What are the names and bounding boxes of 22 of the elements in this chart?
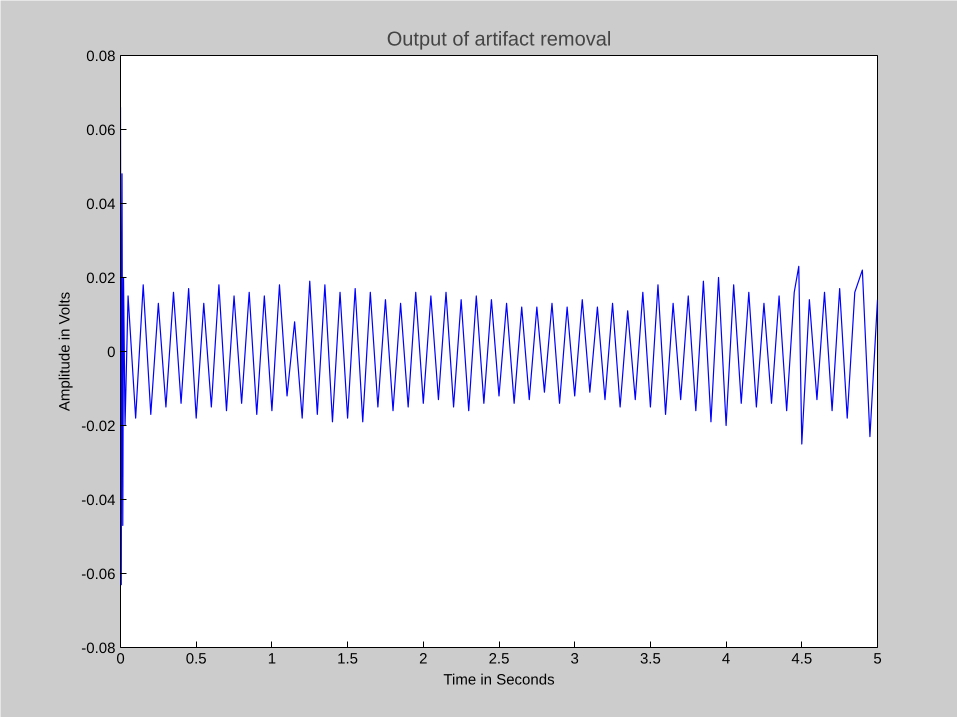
y-axis-title: Amplitude in Volts [56, 292, 74, 412]
x-tick-label: 2.5 [488, 650, 510, 668]
y-tick-label: -0.08 [81, 640, 116, 657]
x-tick-label: 3.5 [640, 650, 661, 668]
y-tick-label: -0.02 [81, 418, 116, 435]
x-tick-label: 3 [570, 650, 579, 668]
x-tick-label: 1 [268, 650, 276, 668]
x-tick-label: 5 [873, 650, 882, 668]
y-tick-label: 0 [107, 344, 116, 361]
y-tick-label: -0.04 [81, 492, 116, 509]
y-tick-label: 0.08 [86, 48, 116, 65]
x-tick-label: 4.5 [791, 650, 812, 668]
x-tick-label: 4 [722, 650, 730, 668]
y-tick-label: -0.06 [81, 566, 116, 583]
chart-title: Output of artifact removal [386, 28, 612, 50]
y-tick-label: 0.02 [86, 270, 116, 287]
x-tick-label: 2 [419, 650, 428, 668]
y-tick-label: 0.04 [86, 196, 116, 213]
x-tick-label: 0.5 [186, 650, 207, 668]
x-tick-label: 1.5 [337, 650, 358, 668]
x-axis-title: Time in Seconds [443, 672, 555, 688]
y-tick-label: 0.06 [86, 122, 116, 139]
